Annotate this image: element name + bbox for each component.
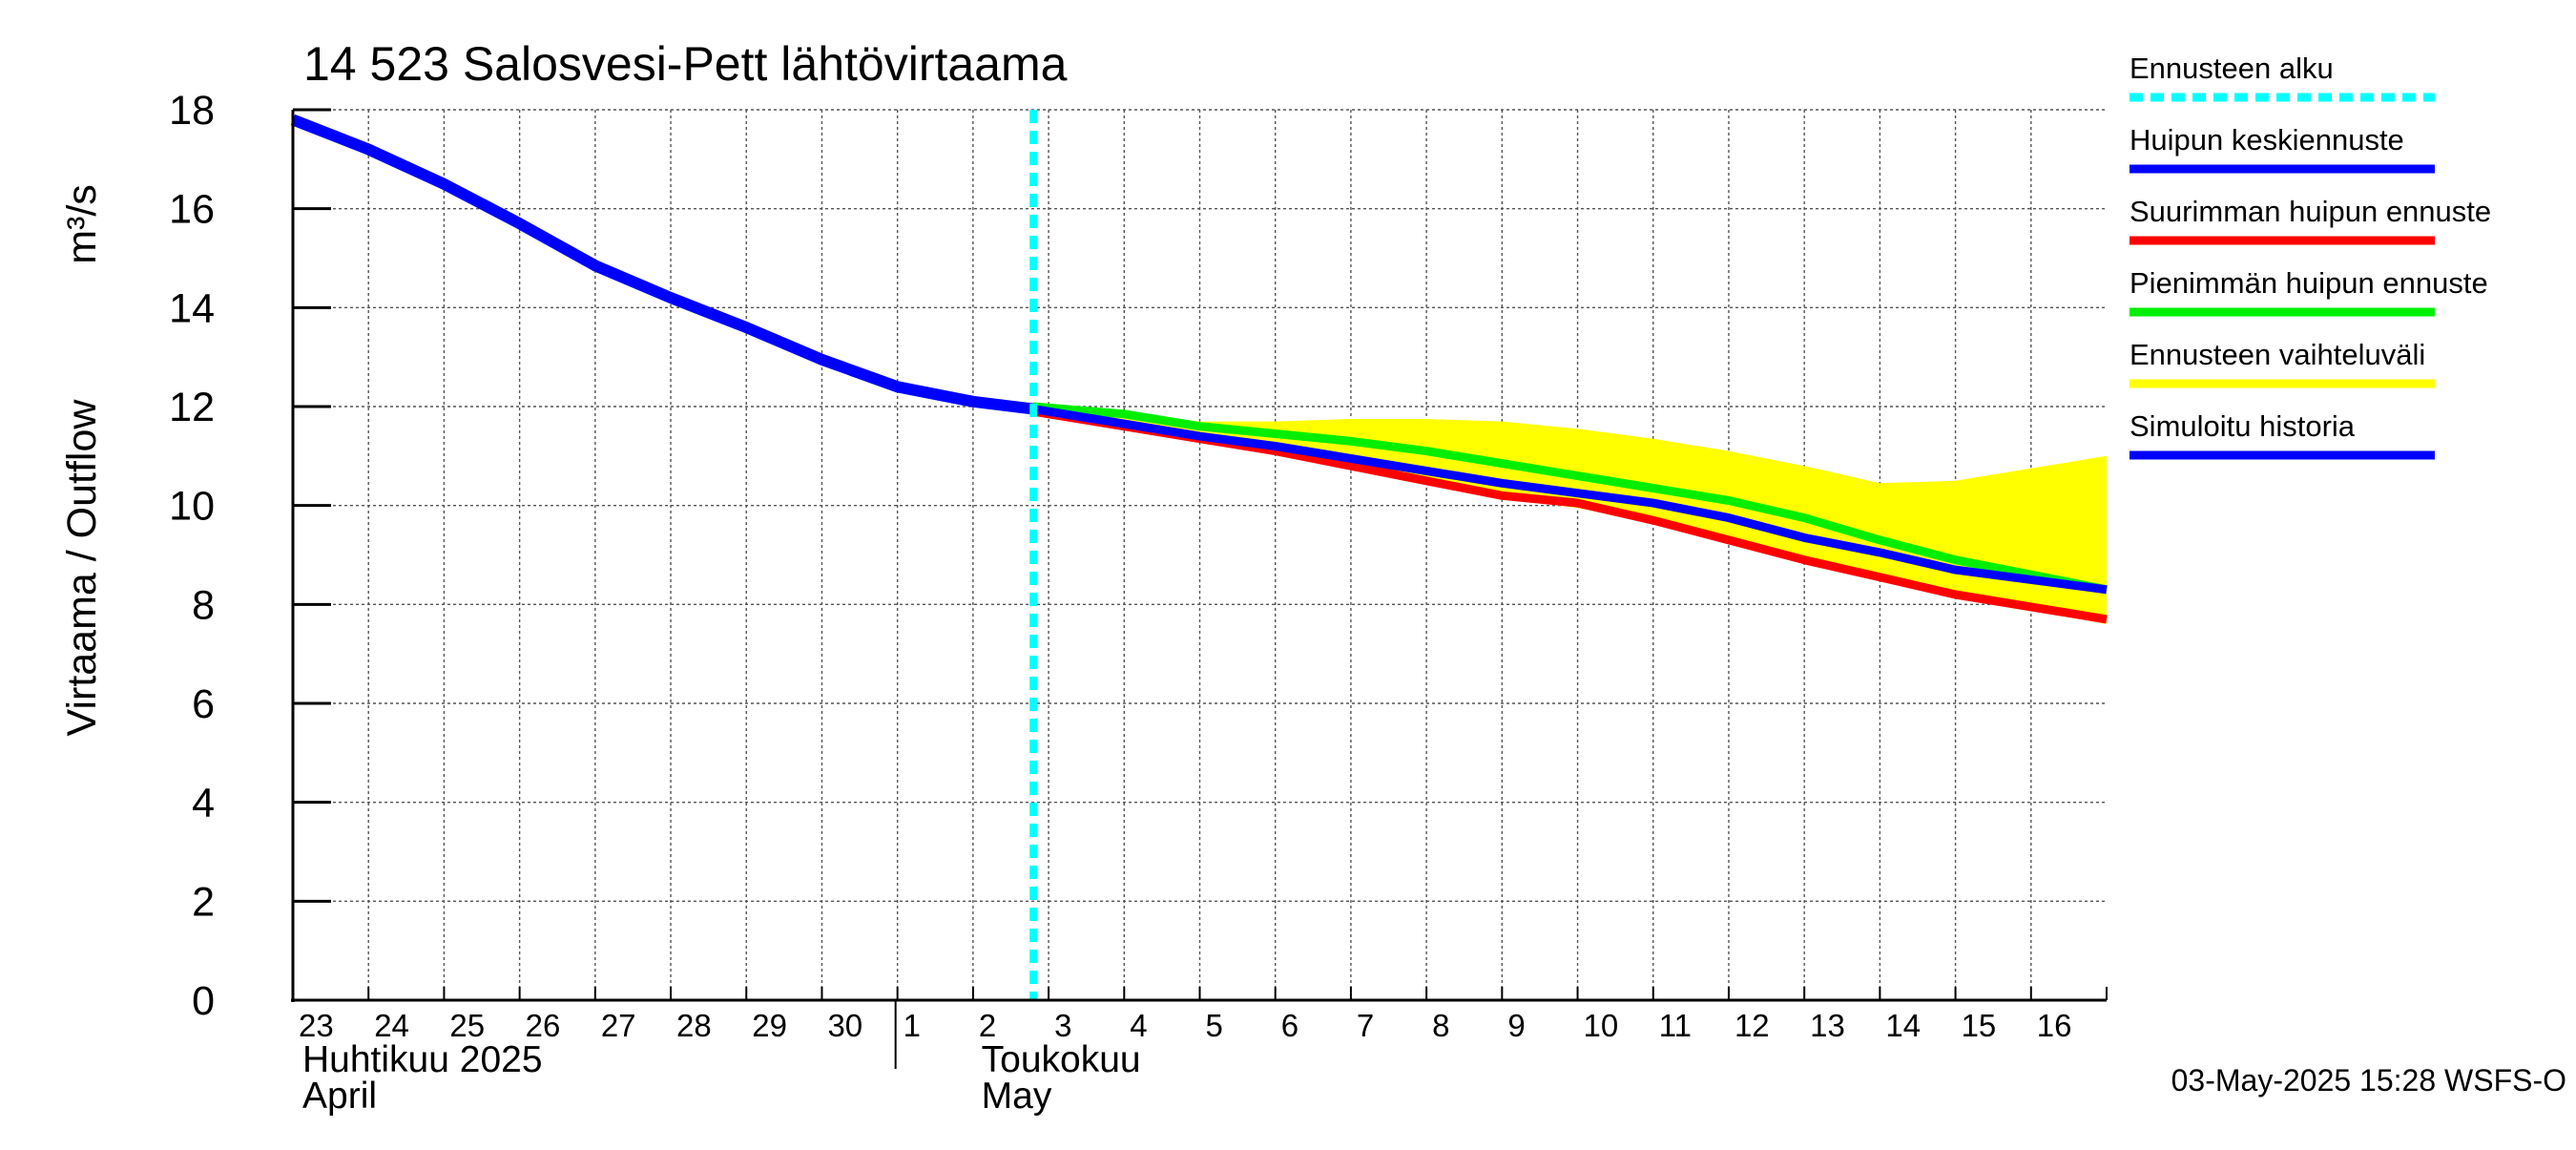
y-tick-label: 10	[169, 484, 215, 530]
legend-label: Ennusteen alku	[2129, 52, 2334, 85]
x-tick-label: 9	[1507, 1008, 1525, 1043]
x-tick-label: 3	[1054, 1008, 1071, 1043]
y-axis-label: Virtaama / Outflow m³/s	[59, 184, 105, 736]
series-group	[290, 114, 2108, 625]
x-tick-label: 29	[752, 1008, 787, 1043]
legend: Ennusteen alku Huipun keskiennuste Suurimm…	[2129, 52, 2491, 460]
x-tick-label: 10	[1584, 1008, 1619, 1043]
legend-label: Simuloitu historia	[2129, 409, 2356, 443]
y-tick-label: 14	[169, 285, 215, 331]
x-tick-label: 7	[1357, 1008, 1374, 1043]
y-tick-label: 12	[169, 385, 215, 430]
chart-title: 14 523 Salosvesi-Pett lähtövirtaama	[303, 37, 1068, 91]
x-tick-label: 16	[2037, 1008, 2072, 1043]
x-tick-label: 14	[1885, 1008, 1921, 1043]
x-tick-label: 28	[676, 1008, 712, 1043]
y-tick-label: 8	[192, 582, 215, 628]
x-tick-label: 30	[827, 1008, 862, 1043]
x-tick-label: 1	[904, 1008, 921, 1043]
y-tick-label: 16	[169, 187, 215, 233]
x-tick-label: 27	[601, 1008, 636, 1043]
simulated-history-line	[290, 114, 1034, 415]
month-label-en: April	[302, 1076, 377, 1117]
x-tick-label: 24	[374, 1008, 409, 1043]
x-tick-label: 15	[1962, 1008, 1997, 1043]
y-tick-label: 6	[192, 681, 215, 727]
mean-peak-forecast-line	[1032, 405, 2108, 595]
y-tick-label: 2	[192, 879, 215, 925]
y-axis-label-main: Virtaama / Outflow	[59, 399, 105, 737]
y-tick-label: 4	[192, 781, 215, 826]
month-label: Toukokuu	[982, 1039, 1141, 1080]
x-tick-label: 13	[1810, 1008, 1845, 1043]
x-tick-label: 6	[1281, 1008, 1298, 1043]
y-axis: 0 2 4 6 8 10 12 14 16 18	[169, 88, 331, 1024]
x-tick-label: 4	[1130, 1008, 1147, 1043]
month-label: Huhtikuu 2025	[302, 1039, 543, 1080]
x-tick-label: 25	[449, 1008, 485, 1043]
y-tick-label: 18	[169, 88, 215, 134]
footer-timestamp: 03-May-2025 15:28 WSFS-O	[2171, 1063, 2566, 1098]
legend-label: Huipun keskiennuste	[2129, 123, 2404, 157]
y-axis-label-unit: m³/s	[59, 184, 105, 264]
y-tick-label: 0	[192, 978, 215, 1024]
x-tick-label: 2	[979, 1008, 996, 1043]
x-tick-label: 11	[1659, 1008, 1692, 1043]
x-tick-label: 26	[526, 1008, 561, 1043]
min-peak-forecast-line	[1032, 402, 2108, 595]
legend-label: Suurimman huipun ennuste	[2129, 195, 2491, 228]
month-label-en: May	[982, 1076, 1052, 1117]
x-tick-label: 5	[1206, 1008, 1223, 1043]
x-tick-label: 23	[299, 1008, 334, 1043]
x-axis: 23 24 25 26 27 28 29 30 1 2 3 4 5 6 7 8 9 10 11 12 13 14 15 16H…	[292, 987, 2108, 1117]
legend-label: Pienimmän huipun ennuste	[2129, 266, 2488, 300]
legend-label: Ennusteen vaihteluväli	[2129, 338, 2425, 371]
x-tick-label: 8	[1432, 1008, 1449, 1043]
x-tick-label: 12	[1735, 1008, 1770, 1043]
